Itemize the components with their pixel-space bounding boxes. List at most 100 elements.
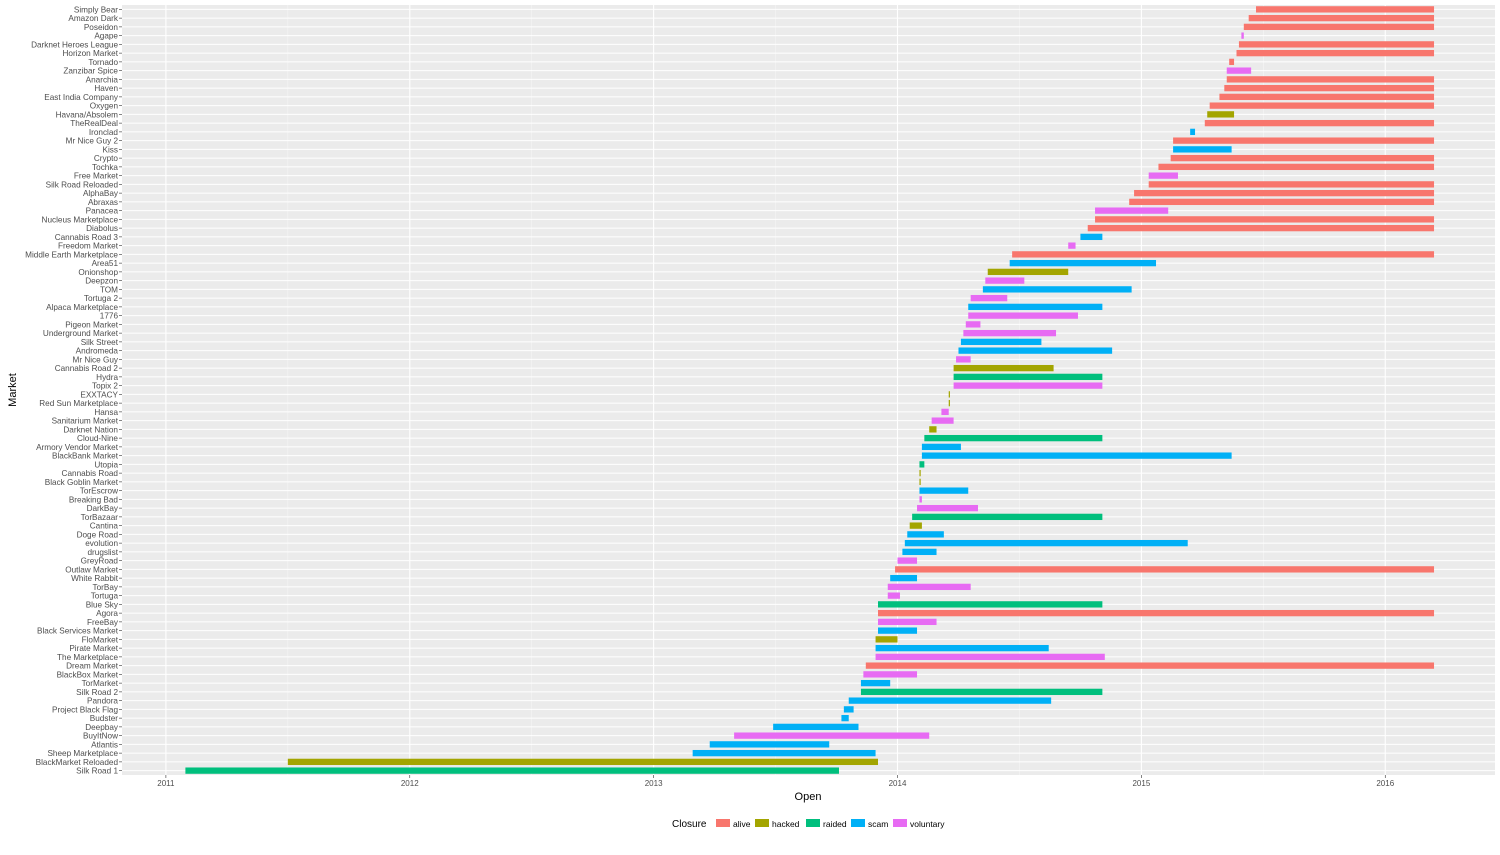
y-tick-label: drugslist [88, 548, 119, 557]
bar-scam [968, 303, 1103, 311]
x-tick-label: 2012 [401, 779, 419, 788]
y-tick-label: Cloud-Nine [77, 434, 118, 443]
bar-scam [890, 574, 918, 582]
y-tick-label: Sanitarium Market [52, 417, 119, 426]
bar-scam [907, 531, 944, 538]
y-tick-label: Red Sun Marketplace [39, 399, 118, 408]
y-tick-label: Ironclad [89, 128, 119, 137]
bar-alive [1204, 119, 1435, 127]
y-tick-label: DarkBay [87, 504, 119, 513]
bar-voluntary [878, 618, 937, 626]
y-tick-label: Havana/Absolem [56, 110, 119, 119]
y-tick-label: BlackBox Market [57, 670, 119, 679]
bar-alive [1173, 137, 1435, 144]
bar-alive [1148, 181, 1435, 188]
x-tick-labels: 2011 2012 2013 2014 2015 2016 [157, 775, 1395, 788]
y-tick-label: Andromeda [76, 347, 119, 356]
x-tick-label: 2015 [1132, 779, 1150, 788]
bar-scam [841, 714, 849, 722]
bar-voluntary [919, 496, 922, 503]
bar-hacked [953, 364, 1054, 372]
y-tick-label: FloMarket [82, 635, 119, 644]
y-tick-label: Dream Market [66, 662, 119, 671]
y-tick-label: Sheep Marketplace [47, 749, 118, 758]
bar-scam [843, 706, 854, 713]
y-tick-label: Doge Road [77, 530, 119, 539]
legend-label: voluntary [910, 819, 945, 829]
y-tick-label: Tortuga 2 [84, 294, 119, 303]
bar-scam [692, 749, 876, 757]
y-tick-label: Area51 [92, 259, 119, 268]
bar-voluntary [941, 408, 949, 416]
legend-swatch-raided [806, 819, 820, 827]
y-tick-label: Darknet Heroes League [31, 40, 118, 49]
bar-alive [1158, 163, 1435, 171]
y-tick-label: Underground Market [43, 329, 119, 338]
bar-raided [860, 688, 1103, 696]
y-tick-label: Haven [94, 84, 118, 93]
bar-scam [1190, 128, 1196, 136]
y-tick-label: White Rabbit [71, 574, 119, 583]
bar-alive [1248, 14, 1435, 22]
bar-alive [1236, 49, 1435, 57]
legend-swatch-voluntary [893, 819, 907, 827]
legend-label: scam [868, 819, 888, 829]
y-tick-label: Tornado [88, 58, 118, 67]
legend-label: raided [823, 819, 847, 829]
legend-swatch-hacked [755, 819, 769, 827]
bar-scam [878, 627, 918, 634]
y-tick-label: Agape [94, 32, 118, 41]
bar-alive [1134, 189, 1435, 197]
y-tick-label: Tochka [92, 163, 118, 172]
bar-scam [921, 452, 1232, 459]
y-tick-label: Silk Road 2 [76, 688, 118, 697]
legend-label: hacked [772, 819, 800, 829]
y-tick-label: Armory Vendor Market [36, 443, 119, 452]
bar-voluntary [887, 583, 971, 591]
bar-voluntary [1095, 207, 1169, 214]
bar-alive [895, 566, 1435, 573]
bar-alive [1238, 41, 1435, 48]
legend-swatch-scam [851, 819, 865, 827]
bar-raided [924, 434, 1103, 442]
y-tick-label: Deepbay [85, 723, 119, 732]
legend-title: Closure [672, 819, 707, 830]
bar-voluntary [968, 312, 1078, 319]
bar-scam [773, 723, 859, 731]
bar-voluntary [931, 417, 954, 424]
legend-label: alive [733, 819, 751, 829]
bar-raided [878, 601, 1103, 608]
x-tick-label: 2011 [157, 779, 175, 788]
y-tick-label: Pandora [87, 697, 118, 706]
y-tick-label: Abraxas [88, 198, 118, 207]
y-tick-label: Blue Sky [86, 600, 119, 609]
y-tick-label: Horizon Market [62, 49, 118, 58]
y-tick-label: Tortuga [91, 592, 119, 601]
bar-scam [960, 338, 1042, 346]
y-tick-label: Pigeon Market [65, 320, 119, 329]
bar-raided [185, 767, 839, 774]
bar-voluntary [963, 329, 1057, 337]
bar-scam [709, 741, 830, 748]
y-tick-label: TheRealDeal [70, 119, 118, 128]
bar-voluntary [1068, 242, 1076, 249]
bar-voluntary [917, 504, 978, 512]
y-tick-label: Cantina [90, 522, 119, 531]
y-tick-label: Darknet Nation [63, 425, 118, 434]
bar-scam [921, 443, 961, 451]
y-tick-label: Pirate Market [69, 644, 118, 653]
bar-hacked [948, 391, 950, 398]
legend: Closure alive hacked raided scam voluntary [672, 819, 945, 830]
y-tick-label: Hydra [96, 373, 118, 382]
y-tick-label: TorMarket [82, 679, 119, 688]
bar-voluntary [734, 732, 930, 739]
bar-voluntary [887, 592, 900, 599]
bar-scam [875, 644, 1049, 652]
legend-swatch-alive [716, 819, 730, 827]
y-tick-label: Simply Bear [74, 5, 118, 14]
bar-hacked [948, 399, 950, 407]
bar-hacked [929, 426, 937, 433]
